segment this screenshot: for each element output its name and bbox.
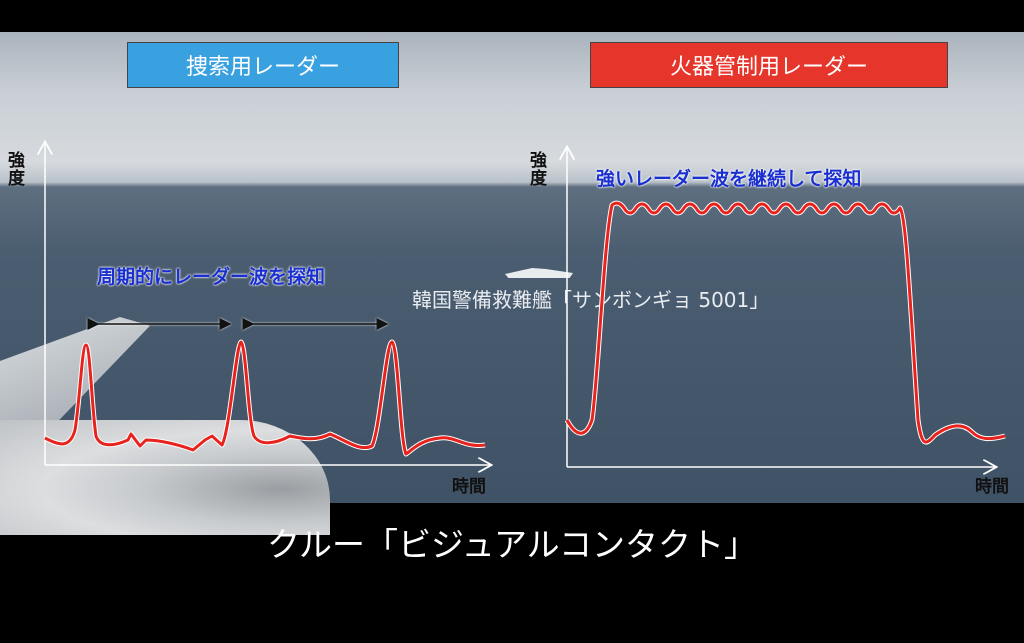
search-radar-annotation: 周期的にレーダー波を探知 bbox=[97, 266, 326, 288]
search-radar-title: 捜索用レーダー bbox=[127, 42, 399, 88]
left-y-axis-label: 強度 bbox=[8, 151, 25, 189]
aircraft-engine bbox=[0, 420, 330, 535]
background-photo bbox=[0, 32, 1024, 535]
ship-label: 韓国警備救難艦「サンボンギョ 5001」 bbox=[412, 288, 770, 312]
ship-image bbox=[505, 268, 573, 278]
right-y-axis-label: 強度 bbox=[530, 151, 547, 189]
fire-control-radar-signal-core bbox=[565, 201, 1006, 444]
left-x-axis-label: 時間 bbox=[452, 477, 486, 497]
fire-control-radar-annotation: 強いレーダー波を継続して探知 bbox=[596, 168, 862, 190]
fire-control-radar-title: 火器管制用レーダー bbox=[590, 42, 948, 88]
fire-control-radar-signal bbox=[564, 200, 1006, 445]
right-x-axis-label: 時間 bbox=[975, 477, 1009, 497]
search-radar-signal-core bbox=[44, 340, 486, 456]
search-radar-signal bbox=[43, 339, 486, 457]
subtitle-caption: クルー「ビジュアルコンタクト」 bbox=[266, 525, 758, 564]
